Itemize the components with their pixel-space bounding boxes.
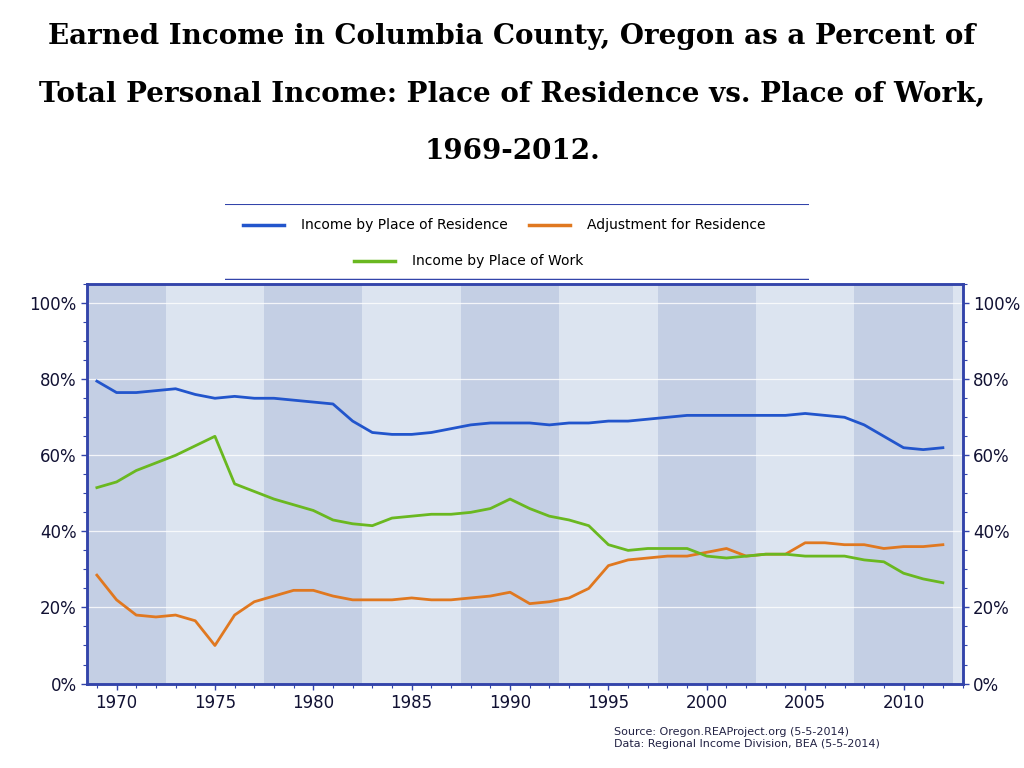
Text: Earned Income in Columbia County, Oregon as a Percent of: Earned Income in Columbia County, Oregon…: [48, 23, 976, 50]
Bar: [756, 284, 854, 684]
Bar: [461, 284, 559, 684]
Bar: [362, 284, 461, 684]
Text: Source: Oregon.REAProject.org (5-5-2014)
Data: Regional Income Division, BEA (5-: Source: Oregon.REAProject.org (5-5-2014)…: [614, 727, 881, 749]
Bar: [166, 284, 264, 684]
Bar: [264, 284, 362, 684]
Text: Income by Place of Work: Income by Place of Work: [412, 254, 584, 268]
Text: Adjustment for Residence: Adjustment for Residence: [587, 218, 766, 232]
Bar: [952, 284, 1024, 684]
Bar: [68, 284, 166, 684]
Polygon shape: [774, 204, 809, 215]
Text: Total Personal Income: Place of Residence vs. Place of Work,: Total Personal Income: Place of Residenc…: [39, 81, 985, 108]
Polygon shape: [225, 204, 260, 215]
Bar: [854, 284, 952, 684]
Text: 1969-2012.: 1969-2012.: [424, 138, 600, 165]
Text: Income by Place of Residence: Income by Place of Residence: [301, 218, 508, 232]
Bar: [559, 284, 657, 684]
Bar: [657, 284, 756, 684]
